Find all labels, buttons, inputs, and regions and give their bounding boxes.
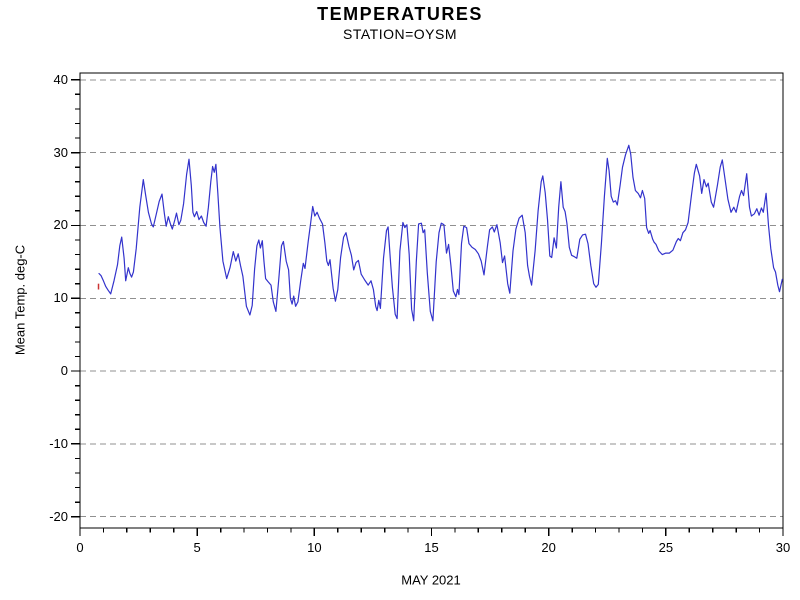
x-tick-label: 10 bbox=[307, 540, 322, 555]
x-tick-label: 5 bbox=[193, 540, 201, 555]
chart-subtitle: STATION=OYSM bbox=[343, 26, 457, 42]
y-tick-label: 10 bbox=[53, 290, 68, 306]
y-tick-label: 40 bbox=[53, 71, 68, 87]
plot-frame bbox=[79, 72, 784, 529]
y-tick-label: 30 bbox=[53, 144, 68, 160]
x-tick-label: 30 bbox=[775, 540, 791, 555]
x-tick-label: 15 bbox=[424, 540, 439, 555]
x-tick-label: 0 bbox=[76, 540, 84, 555]
y-tick-label: 0 bbox=[60, 363, 68, 379]
temperature-line bbox=[98, 144, 783, 322]
y-tick-label: 20 bbox=[53, 217, 68, 233]
x-tick-label: 25 bbox=[658, 540, 674, 555]
x-tick-label: 20 bbox=[541, 540, 556, 555]
y-tick-label: -10 bbox=[49, 435, 68, 451]
y-tick-label: -20 bbox=[49, 508, 68, 524]
chart-title: TEMPERATURES bbox=[317, 4, 483, 24]
x-axis-label: MAY 2021 bbox=[401, 572, 461, 588]
